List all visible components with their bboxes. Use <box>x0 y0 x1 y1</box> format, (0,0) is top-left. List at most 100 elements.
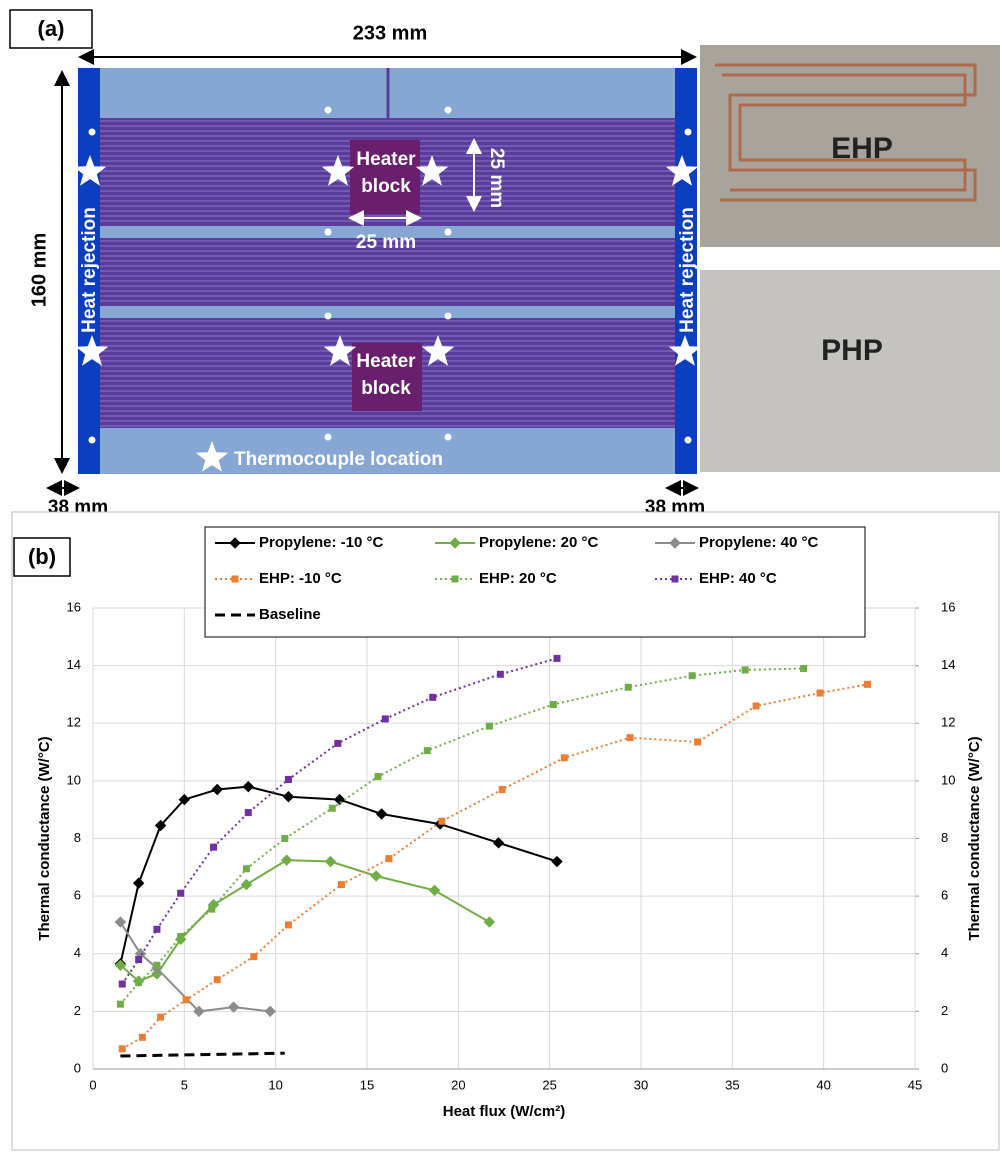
y2-tick-label: 16 <box>941 599 955 614</box>
mount-hole <box>444 106 452 114</box>
marker <box>182 996 190 1004</box>
marker <box>193 1005 205 1018</box>
marker <box>135 979 143 987</box>
marker <box>451 575 459 583</box>
marker <box>671 575 679 583</box>
thermocouple-star <box>415 155 449 186</box>
marker <box>114 916 127 928</box>
series-line <box>121 683 868 1050</box>
marker <box>816 689 824 697</box>
marker <box>208 905 216 913</box>
marker <box>231 575 239 583</box>
heater-label: Heater <box>356 149 416 170</box>
y2-tick-label: 6 <box>941 888 948 903</box>
marker <box>114 959 127 971</box>
thermocouple-star <box>421 335 455 366</box>
marker <box>626 734 634 742</box>
legend-label: Propylene: 40 °C <box>699 534 819 551</box>
marker <box>752 702 760 710</box>
mount-hole <box>444 312 452 320</box>
marker <box>624 683 632 691</box>
marker <box>282 791 295 803</box>
marker <box>210 843 218 851</box>
legend-label: Propylene: -10 °C <box>259 534 384 551</box>
series-line <box>119 667 804 1005</box>
marker <box>385 855 393 863</box>
legend-label: EHP: -10 °C <box>259 570 342 587</box>
heat-rejection-label: Heat rejection <box>79 207 100 333</box>
x-tick-label: 30 <box>634 1077 648 1092</box>
marker <box>242 865 250 873</box>
legend-label: Baseline <box>259 606 321 623</box>
thermocouple-star <box>73 155 107 186</box>
marker <box>177 889 185 897</box>
x-tick-label: 5 <box>181 1077 188 1092</box>
marker <box>375 808 388 820</box>
mount-hole <box>88 436 96 444</box>
marker <box>688 672 696 680</box>
marker <box>284 921 292 929</box>
y-tick-label: 8 <box>74 830 81 845</box>
marker <box>118 1045 126 1053</box>
photo-pipes <box>715 63 977 202</box>
series-line <box>120 1051 285 1058</box>
mount-hole <box>324 228 332 236</box>
photo-label: PHP <box>821 334 883 367</box>
marker <box>153 961 161 969</box>
marker <box>250 953 258 961</box>
marker <box>116 1000 124 1008</box>
marker <box>370 870 382 882</box>
marker <box>328 804 336 812</box>
marker <box>483 916 496 928</box>
marker <box>284 775 292 783</box>
mount-hole <box>324 433 332 441</box>
y-tick-label: 12 <box>67 715 81 730</box>
x-tick-label: 20 <box>451 1077 465 1092</box>
y2-tick-label: 4 <box>941 945 948 960</box>
x-tick-label: 35 <box>725 1077 739 1092</box>
dim-label: 160 mm <box>28 233 50 308</box>
photo-ehp <box>700 45 1000 247</box>
x-tick-label: 0 <box>89 1077 96 1092</box>
x-tick-label: 40 <box>816 1077 830 1092</box>
mount-hole <box>324 312 332 320</box>
marker <box>157 1013 165 1021</box>
marker <box>549 701 557 709</box>
marker <box>177 932 185 940</box>
thermocouple-star <box>75 335 109 366</box>
marker <box>741 666 749 674</box>
marker <box>281 835 289 842</box>
marker <box>178 793 191 806</box>
y2-tick-label: 2 <box>941 1003 948 1018</box>
marker <box>449 537 461 549</box>
marker <box>334 739 342 747</box>
marker <box>560 754 568 762</box>
heat-rejection-label: Heat rejection <box>677 207 698 333</box>
dim-label: 25 mm <box>356 232 416 253</box>
legend-label: EHP: 40 °C <box>699 570 777 587</box>
legend-box <box>204 526 866 638</box>
marker <box>135 956 143 964</box>
marker <box>138 1033 146 1041</box>
y2-tick-label: 12 <box>941 715 955 730</box>
marker <box>423 747 431 755</box>
marker <box>132 877 145 889</box>
channel-band <box>100 238 675 306</box>
mount-hole <box>324 106 332 114</box>
heater-block <box>350 140 420 214</box>
photo-label: EHP <box>831 132 893 165</box>
y-tick-label: 6 <box>74 888 81 903</box>
marker <box>485 722 493 730</box>
marker <box>428 884 441 897</box>
marker <box>118 980 126 988</box>
x-tick-label: 10 <box>268 1077 282 1092</box>
marker <box>280 854 293 866</box>
thermocouple-star <box>195 441 229 472</box>
thermocouple-label: Thermocouple location <box>234 449 443 470</box>
heater-label: Heater <box>356 351 416 372</box>
heater-label: block <box>361 176 411 197</box>
marker <box>154 819 167 832</box>
marker <box>374 773 382 781</box>
marker <box>492 837 505 849</box>
